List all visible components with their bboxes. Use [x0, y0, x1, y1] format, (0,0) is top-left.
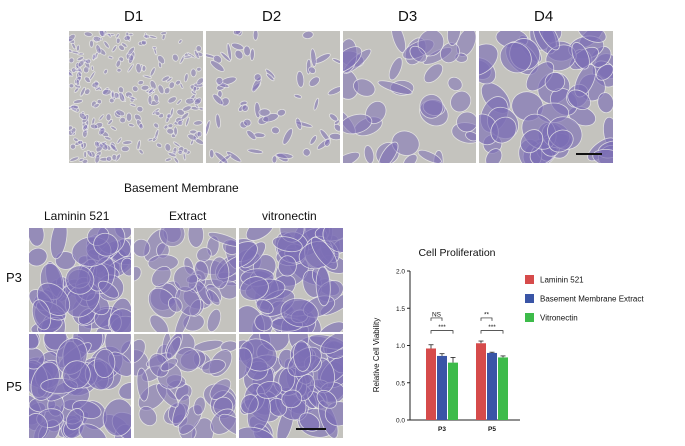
significance-label: ** — [484, 311, 490, 318]
legend-label-0: Laminin 521 — [540, 276, 584, 285]
significance-label: NS — [432, 311, 442, 318]
bar-laminin-521-p3 — [426, 348, 436, 420]
micrograph-laminin-p5 — [29, 334, 131, 438]
micrograph-d2 — [206, 31, 340, 163]
significance-bracket — [480, 330, 504, 334]
significance-bracket — [430, 317, 443, 321]
micrograph-extract-p5 — [134, 334, 236, 438]
significance-bracket — [480, 317, 493, 321]
legend-swatch-2 — [525, 313, 534, 322]
micrograph-texture — [134, 334, 236, 438]
legend-swatch-1 — [525, 294, 534, 303]
bar-basement-membrane-extract-p5 — [487, 352, 497, 420]
bar-vitronectin-p5 — [498, 357, 508, 420]
micrograph-d4 — [479, 31, 613, 163]
x-tick-label-p3: P3 — [438, 426, 446, 433]
row-label-p3: P3 — [6, 270, 22, 285]
bar-laminin-521-p5 — [476, 343, 486, 420]
micrograph-texture — [69, 31, 203, 163]
micrograph-texture — [479, 31, 613, 163]
day-label-d2: D2 — [262, 8, 282, 25]
x-tick-label-p5: P5 — [488, 426, 496, 433]
micrograph-laminin-p3 — [29, 228, 131, 332]
legend-label-2: Vitronectin — [540, 314, 578, 323]
section-title: Basement Membrane — [124, 181, 239, 195]
y-tick-label: 0.5 — [396, 380, 405, 387]
row-label-p5: P5 — [6, 379, 22, 394]
scale-bar — [576, 153, 602, 155]
column-label-laminin: Laminin 521 — [44, 209, 110, 223]
micrograph-texture — [239, 228, 343, 332]
legend-label-1: Basement Membrane Extract — [540, 295, 644, 304]
day-label-d1: D1 — [124, 8, 144, 25]
micrograph-texture — [134, 228, 236, 332]
micrograph-d3 — [343, 31, 476, 163]
bar-vitronectin-p3 — [448, 362, 458, 420]
day-label-d4: D4 — [534, 8, 554, 25]
micrograph-texture — [343, 31, 476, 163]
chart-svg: Cell Proliferation Relative Cell Viabili… — [372, 247, 644, 433]
micrograph-texture — [29, 228, 131, 332]
significance-bracket — [430, 330, 454, 334]
micrograph-vitronectin-p5 — [239, 334, 343, 438]
significance-label: *** — [488, 324, 496, 331]
micrograph-texture — [29, 334, 131, 438]
day-label-d3: D3 — [398, 8, 418, 25]
y-tick-label: 1.0 — [396, 343, 405, 350]
micrograph-d1 — [69, 31, 203, 163]
micrograph-extract-p3 — [134, 228, 236, 332]
chart-title: Cell Proliferation — [418, 247, 495, 259]
y-tick-label: 2.0 — [396, 269, 405, 276]
significance-label: *** — [438, 324, 446, 331]
scale-bar — [296, 428, 326, 430]
column-label-vitronectin: vitronectin — [262, 209, 317, 223]
legend-swatch-0 — [525, 275, 534, 284]
column-label-extract: Extract — [169, 209, 207, 223]
cell-proliferation-chart: Cell Proliferation Relative Cell Viabili… — [352, 238, 685, 441]
y-tick-label: 0.0 — [396, 418, 405, 425]
y-tick-label: 1.5 — [396, 306, 405, 313]
bar-basement-membrane-extract-p3 — [437, 355, 447, 420]
micrograph-vitronectin-p3 — [239, 228, 343, 332]
y-axis-label: Relative Cell Viability — [372, 318, 381, 393]
micrograph-texture — [206, 31, 340, 163]
micrograph-texture — [239, 334, 343, 438]
